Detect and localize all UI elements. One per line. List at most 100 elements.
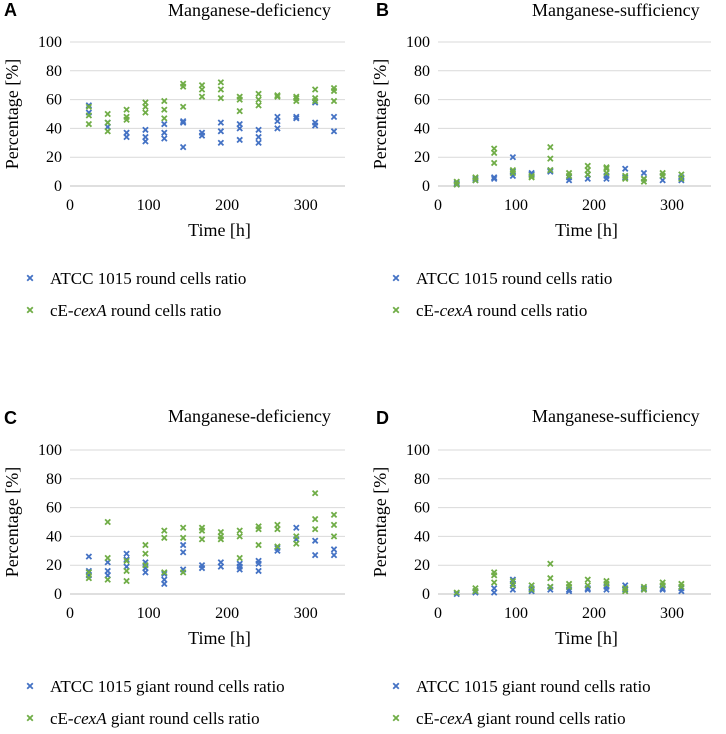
data-point	[123, 567, 130, 575]
data-point	[198, 527, 206, 534]
legend-label: ATCC 1015 giant round cells ratio	[50, 677, 285, 696]
chart-panel-d: D Manganese-sufficiency 0 20 40 60 80 100 0 100 20…	[370, 406, 711, 728]
data-point	[161, 129, 168, 136]
data-point	[217, 536, 225, 543]
data-point	[274, 117, 281, 125]
data-point	[104, 128, 111, 135]
data-point	[453, 590, 460, 598]
data-point	[547, 560, 554, 567]
data-point	[330, 533, 338, 540]
data-point	[490, 149, 498, 157]
y-tick-label: 40	[46, 528, 62, 545]
y-tick-label: 0	[54, 586, 62, 603]
legend-marker	[26, 682, 34, 690]
data-point	[104, 576, 111, 583]
data-point	[584, 582, 591, 589]
data-point	[528, 586, 535, 593]
y-tick-label: 80	[414, 471, 430, 488]
data-point	[179, 569, 187, 576]
data-point	[330, 511, 338, 519]
data-point	[123, 557, 130, 565]
data-point	[255, 139, 262, 147]
data-point	[311, 525, 319, 533]
data-point	[565, 583, 573, 591]
data-point	[528, 172, 535, 180]
data-point	[274, 125, 281, 132]
data-point	[293, 115, 300, 122]
legend-marker	[26, 714, 34, 722]
data-point	[659, 582, 666, 589]
data-point	[490, 175, 498, 183]
data-point	[161, 120, 168, 128]
chart-panel-b: B Manganese-sufficiency 0 20 40 60 80 100 0 100 20…	[370, 0, 711, 320]
data-point	[161, 115, 168, 122]
data-point	[528, 174, 535, 181]
series-1	[453, 576, 685, 598]
y-tick-label: 100	[38, 442, 62, 459]
data-point	[659, 172, 666, 180]
data-point	[565, 172, 573, 180]
data-point	[179, 524, 187, 531]
data-point	[85, 553, 93, 560]
data-point	[123, 550, 130, 557]
y-tick-label: 60	[46, 500, 62, 517]
data-point	[311, 122, 319, 129]
data-point	[311, 515, 319, 523]
chart-title: Manganese-sufficiency	[532, 0, 700, 20]
data-point	[603, 164, 610, 171]
data-point	[274, 525, 281, 533]
data-point	[217, 119, 225, 126]
x-tick-label: 200	[582, 605, 606, 622]
data-point	[547, 583, 554, 591]
data-point	[142, 109, 149, 116]
data-point	[198, 93, 206, 100]
data-point	[603, 586, 610, 593]
data-point	[104, 518, 111, 526]
data-point	[142, 550, 149, 557]
data-point	[161, 135, 168, 142]
data-point	[453, 179, 460, 187]
data-point	[142, 138, 149, 145]
data-point	[179, 83, 187, 90]
data-point	[274, 92, 281, 99]
data-point	[330, 551, 338, 559]
data-point	[179, 117, 187, 125]
x-axis-label: Time [h]	[555, 220, 618, 240]
data-point	[255, 541, 262, 549]
data-point	[198, 564, 206, 572]
panel-letter: C	[4, 408, 17, 428]
data-point	[509, 153, 517, 161]
x-tick-label: 100	[504, 605, 528, 622]
chart-panel-a: A Manganese-deficiency 0 20 40 60 80 100 0 100 200…	[2, 0, 345, 320]
series-2	[453, 560, 685, 596]
data-point	[255, 126, 262, 134]
data-point	[161, 527, 168, 534]
data-point	[255, 90, 262, 98]
data-point	[509, 169, 517, 177]
data-point	[217, 86, 225, 93]
data-point	[104, 554, 111, 562]
data-point	[311, 86, 319, 93]
data-point	[255, 133, 262, 141]
x-tick-label: 100	[504, 197, 528, 214]
x-tick-label: 0	[66, 197, 74, 214]
data-point	[142, 126, 149, 134]
y-tick-label: 40	[414, 528, 430, 545]
legend-label: cE-cexA giant round cells ratio	[416, 709, 626, 728]
data-point	[255, 525, 262, 533]
data-point	[453, 589, 460, 596]
data-point	[621, 587, 629, 595]
x-tick-label: 300	[294, 197, 318, 214]
data-point	[161, 570, 168, 578]
data-point	[236, 533, 243, 540]
data-point	[217, 94, 225, 102]
x-tick-label: 0	[434, 197, 442, 214]
x-tick-label: 300	[294, 605, 318, 622]
data-point	[293, 524, 300, 531]
data-point	[255, 102, 262, 109]
data-point	[293, 533, 300, 540]
data-point	[603, 175, 610, 183]
y-axis-label: Percentage [%]	[370, 59, 390, 169]
panel-letter: A	[4, 0, 17, 20]
legend-label: ATCC 1015 round cells ratio	[416, 269, 612, 288]
